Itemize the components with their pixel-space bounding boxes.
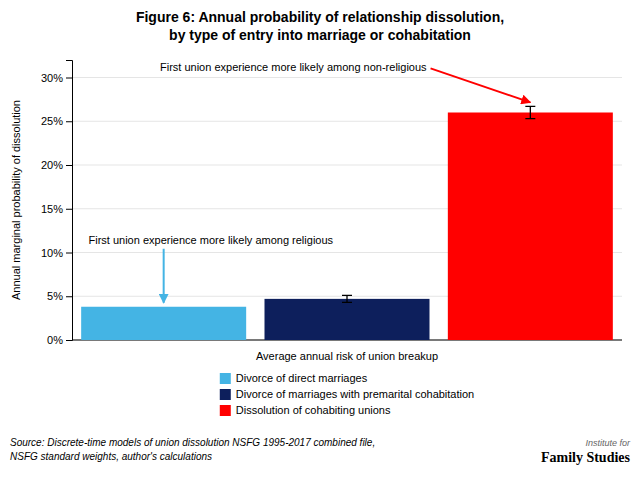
- chart: Figure 6: Annual probability of relation…: [0, 0, 640, 493]
- grid-line: [72, 77, 622, 78]
- bar: [448, 113, 613, 341]
- y-tick: 20%: [41, 159, 72, 171]
- y-tick-label: 15%: [41, 203, 63, 215]
- credit: Institute for: [585, 438, 631, 448]
- y-tick: 0%: [47, 334, 72, 346]
- y-axis-line: [66, 61, 73, 341]
- bar: [81, 307, 246, 340]
- y-tick: 30%: [41, 72, 72, 84]
- legend-label: Divorce of marriages with premarital coh…: [236, 388, 474, 400]
- y-tick-label: 10%: [41, 247, 63, 259]
- legend-label: Dissolution of cohabiting unions: [236, 404, 391, 416]
- error-bar: [342, 295, 352, 302]
- title: Figure 6: Annual probability of relation…: [136, 9, 504, 25]
- annotation-arrow: [431, 68, 531, 102]
- legend-item: Dissolution of cohabiting unions: [220, 404, 391, 416]
- y-tick-label: 20%: [41, 159, 63, 171]
- bar: [265, 299, 430, 340]
- source: Source: Discrete-time models of union di…: [10, 437, 375, 448]
- y-tick-label: 30%: [41, 72, 63, 84]
- x-axis-title: Average annual risk of union breakup: [256, 350, 438, 362]
- annotation: First union experience more likely among…: [160, 61, 427, 73]
- source: NSFG standard weights, author's calculat…: [10, 451, 212, 462]
- y-tick-mark: [66, 296, 72, 297]
- legend-item: Divorce of marriages with premarital coh…: [220, 388, 474, 400]
- legend-swatch: [220, 405, 231, 416]
- y-tick-mark: [66, 340, 72, 341]
- y-tick-mark: [66, 121, 72, 122]
- plot-area: [81, 106, 613, 340]
- y-tick-label: 0%: [47, 334, 63, 346]
- y-tick: 15%: [41, 203, 72, 215]
- y-tick-mark: [66, 209, 72, 210]
- legend: Divorce of direct marriages Divorce of ma…: [220, 372, 474, 416]
- y-axis-title: Annual marginal probability of dissoluti…: [10, 100, 22, 300]
- legend-label: Divorce of direct marriages: [236, 372, 368, 384]
- legend-swatch: [220, 373, 231, 384]
- annotation: First union experience more likely among…: [89, 234, 334, 246]
- y-tick-label: 25%: [41, 115, 63, 127]
- y-axis: 0% 5% 10% 15% 20% 25% 30%: [41, 61, 73, 347]
- y-tick: 25%: [41, 115, 72, 127]
- credit: Family Studies: [541, 450, 631, 465]
- legend-item: Divorce of direct marriages: [220, 372, 368, 384]
- y-tick-mark: [66, 78, 72, 79]
- annotation-arrow: [163, 249, 165, 303]
- y-tick-label: 5%: [47, 290, 63, 302]
- grid: [72, 78, 622, 341]
- title: by type of entry into marriage or cohabi…: [169, 27, 471, 43]
- error-bar: [525, 106, 535, 118]
- legend-swatch: [220, 389, 231, 400]
- y-tick-mark: [66, 253, 72, 254]
- y-tick: 10%: [41, 247, 72, 259]
- y-tick-mark: [66, 165, 72, 166]
- y-tick: 5%: [47, 290, 72, 302]
